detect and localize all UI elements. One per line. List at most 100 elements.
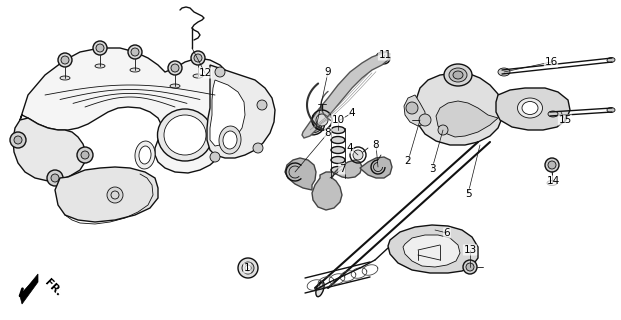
Ellipse shape (219, 126, 241, 154)
Circle shape (253, 143, 263, 153)
Circle shape (47, 170, 63, 186)
Ellipse shape (548, 111, 558, 117)
Text: 16: 16 (545, 57, 558, 67)
Polygon shape (210, 80, 245, 146)
Ellipse shape (95, 64, 105, 68)
Circle shape (316, 114, 328, 126)
Polygon shape (360, 157, 392, 178)
Circle shape (242, 262, 254, 274)
Ellipse shape (164, 115, 206, 155)
Text: 11: 11 (378, 50, 392, 60)
Text: 10: 10 (332, 115, 345, 125)
Polygon shape (302, 52, 390, 138)
Ellipse shape (158, 109, 212, 161)
Text: 8: 8 (325, 128, 332, 138)
Circle shape (257, 100, 267, 110)
Ellipse shape (453, 71, 463, 79)
Circle shape (238, 258, 258, 278)
Ellipse shape (307, 121, 324, 135)
Circle shape (77, 147, 93, 163)
Circle shape (245, 265, 251, 271)
Polygon shape (312, 160, 362, 210)
Ellipse shape (139, 146, 151, 164)
Circle shape (107, 187, 123, 203)
Circle shape (406, 102, 418, 114)
Circle shape (353, 150, 363, 160)
Text: 14: 14 (546, 176, 560, 186)
Text: 6: 6 (443, 228, 450, 238)
Text: 4: 4 (347, 143, 353, 153)
Ellipse shape (331, 156, 345, 164)
Ellipse shape (522, 101, 538, 115)
Text: 8: 8 (373, 140, 379, 150)
Polygon shape (13, 118, 86, 181)
Ellipse shape (223, 131, 237, 149)
Polygon shape (285, 158, 316, 190)
Circle shape (438, 125, 448, 135)
Ellipse shape (331, 126, 345, 133)
Ellipse shape (310, 124, 322, 132)
Polygon shape (496, 88, 570, 130)
Text: 15: 15 (558, 115, 571, 125)
Ellipse shape (170, 84, 180, 88)
Circle shape (93, 41, 107, 55)
Ellipse shape (498, 68, 510, 76)
Ellipse shape (449, 68, 467, 82)
Circle shape (168, 61, 182, 75)
Ellipse shape (376, 52, 390, 64)
Circle shape (171, 64, 179, 72)
Circle shape (81, 151, 89, 159)
Ellipse shape (607, 108, 615, 113)
Polygon shape (388, 225, 478, 273)
Circle shape (131, 48, 139, 56)
Polygon shape (436, 101, 498, 137)
Ellipse shape (444, 64, 472, 86)
Ellipse shape (135, 141, 155, 169)
Ellipse shape (331, 147, 345, 154)
Text: 2: 2 (405, 156, 411, 166)
Text: 5: 5 (465, 189, 471, 199)
Ellipse shape (130, 68, 140, 72)
Circle shape (96, 44, 104, 52)
Polygon shape (20, 274, 38, 304)
Circle shape (215, 67, 225, 77)
Circle shape (545, 158, 559, 172)
Ellipse shape (446, 108, 464, 128)
Polygon shape (403, 235, 460, 267)
Circle shape (58, 53, 72, 67)
Polygon shape (415, 73, 502, 145)
Ellipse shape (517, 98, 543, 118)
Ellipse shape (379, 54, 388, 62)
Text: 1: 1 (243, 263, 250, 273)
Circle shape (210, 152, 220, 162)
Polygon shape (20, 48, 235, 173)
Ellipse shape (441, 103, 469, 133)
Text: FR.: FR. (43, 278, 64, 298)
Ellipse shape (193, 74, 203, 78)
Circle shape (14, 136, 22, 144)
Circle shape (463, 260, 477, 274)
Circle shape (51, 174, 59, 182)
Circle shape (61, 56, 69, 64)
Text: 9: 9 (325, 67, 332, 77)
Text: 13: 13 (463, 245, 477, 255)
Text: 4: 4 (348, 108, 355, 118)
Ellipse shape (331, 166, 345, 173)
Text: 12: 12 (198, 68, 212, 78)
Circle shape (548, 161, 556, 169)
Circle shape (419, 114, 431, 126)
Ellipse shape (607, 58, 615, 62)
Ellipse shape (331, 137, 345, 143)
Ellipse shape (547, 180, 557, 186)
Ellipse shape (60, 76, 70, 80)
Text: 7: 7 (338, 164, 345, 174)
Circle shape (194, 54, 202, 62)
Ellipse shape (316, 281, 324, 297)
Circle shape (10, 132, 26, 148)
Text: 3: 3 (428, 164, 435, 174)
Circle shape (466, 263, 474, 271)
Polygon shape (207, 65, 275, 158)
Circle shape (128, 45, 142, 59)
Polygon shape (404, 95, 425, 126)
Polygon shape (55, 167, 158, 222)
